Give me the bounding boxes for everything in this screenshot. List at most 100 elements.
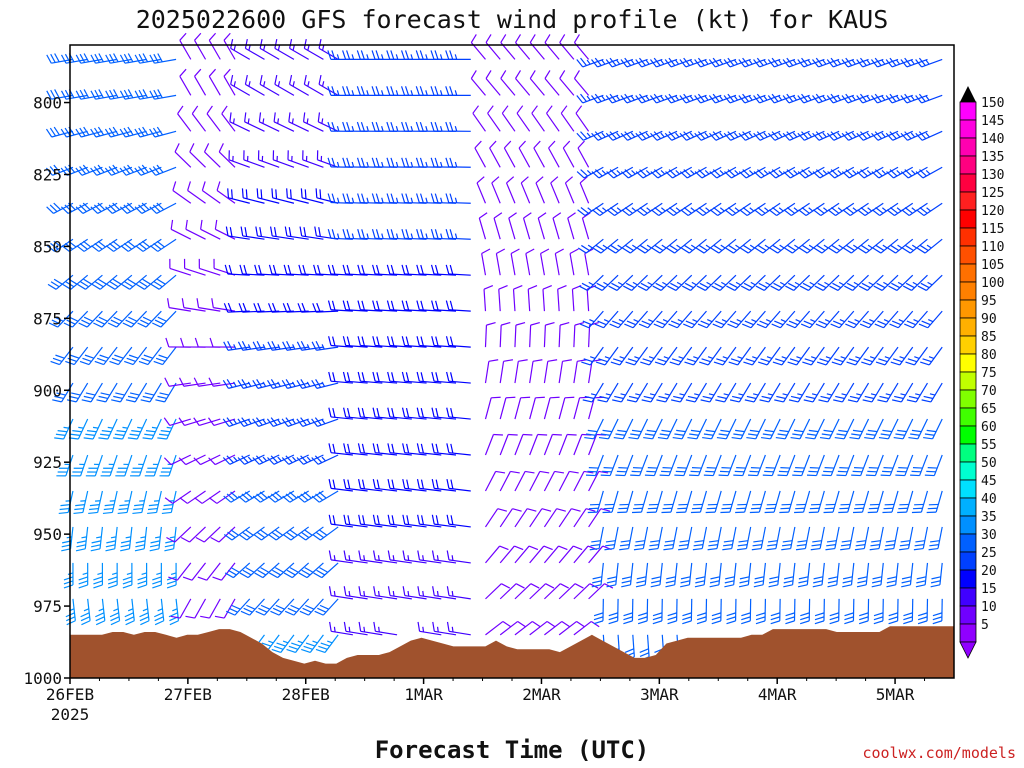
barb-feather: [544, 70, 551, 79]
barb-feather: [127, 89, 134, 99]
barb-feather: [256, 531, 266, 539]
barb-feather: [488, 359, 499, 362]
wind-barb: [518, 140, 531, 168]
barb-feather: [181, 298, 185, 308]
barb-half-feather: [587, 244, 593, 249]
barb-feather: [343, 407, 347, 418]
wind-barb: [591, 562, 604, 588]
barb-half-feather: [292, 45, 295, 51]
barb-feather: [328, 514, 332, 525]
wind-barb: [372, 336, 398, 348]
wind-barb: [223, 68, 236, 96]
barb-feather: [373, 586, 376, 596]
barb-feather: [415, 193, 420, 203]
wind-barb: [94, 346, 118, 366]
barb-feather: [244, 491, 253, 499]
barb-feather: [287, 607, 297, 613]
barb-feather: [109, 53, 115, 63]
barb-feather: [372, 407, 376, 418]
barb-feather: [127, 395, 138, 400]
wind-barb: [289, 38, 309, 60]
barb-feather: [152, 580, 162, 585]
barb-staff: [199, 267, 221, 276]
barb-feather: [501, 321, 511, 326]
barb-feather: [274, 491, 283, 499]
barb-feather: [573, 70, 580, 79]
barb-feather: [331, 50, 336, 60]
wind-barb: [514, 508, 537, 528]
wind-barb: [531, 105, 545, 132]
barb-feather: [624, 648, 635, 653]
barb-feather: [485, 70, 492, 79]
barb-feather: [605, 59, 613, 68]
barb-staff: [499, 545, 515, 564]
wind-barb: [170, 598, 192, 619]
barb-feather: [535, 176, 544, 184]
barb-feather: [303, 645, 313, 650]
wind-barb: [371, 229, 398, 240]
wind-barb: [489, 140, 501, 168]
barb-feather: [581, 282, 591, 289]
barb-feather: [119, 167, 127, 176]
barb-half-feather: [233, 45, 236, 51]
wind-barb: [208, 377, 236, 387]
barb-feather: [372, 443, 376, 453]
wind-barb: [284, 226, 309, 240]
barb-feather: [237, 380, 244, 389]
wind-barb: [198, 258, 221, 276]
barb-feather: [268, 303, 273, 313]
barb-staff: [485, 583, 502, 600]
barb-staff: [588, 361, 593, 384]
wind-barb: [543, 583, 569, 600]
barb-half-feather: [589, 356, 596, 360]
barb-half-feather: [233, 344, 237, 350]
wind-barb: [170, 219, 192, 240]
wind-barb: [401, 229, 427, 240]
colorbar-label: 130: [981, 168, 1004, 183]
barb-feather: [637, 620, 648, 625]
barb-feather: [506, 176, 515, 184]
barb-half-feather: [603, 281, 609, 286]
barb-half-feather: [410, 233, 414, 239]
barb-feather: [66, 399, 77, 403]
barb-staff: [574, 78, 590, 96]
wind-barb: [499, 433, 518, 456]
barb-feather: [591, 132, 599, 141]
wind-barb: [134, 164, 162, 176]
barb-staff: [529, 508, 543, 528]
barb-feather: [391, 407, 395, 418]
barb-feather: [435, 407, 439, 418]
barb-feather: [360, 157, 365, 168]
barb-feather: [223, 534, 233, 541]
barb-staff: [170, 228, 192, 240]
barb-feather: [301, 648, 311, 654]
wind-barb: [387, 478, 412, 492]
barb-feather: [46, 54, 52, 64]
wind-barb: [445, 229, 471, 240]
credit-link[interactable]: coolwx.com/models: [862, 744, 1016, 762]
barb-feather: [624, 131, 632, 140]
barb-feather: [420, 479, 424, 489]
wind-barb: [619, 526, 634, 551]
barb-feather: [83, 89, 90, 99]
wind-barb: [259, 38, 280, 60]
wind-barb: [91, 274, 118, 290]
barb-feather: [164, 548, 174, 552]
barb-feather: [332, 515, 336, 525]
barb-feather: [357, 336, 361, 346]
barb-half-feather: [366, 90, 369, 96]
wind-barb: [85, 454, 103, 477]
wind-barb: [139, 598, 150, 626]
barb-feather: [501, 583, 511, 589]
barb-staff: [544, 620, 563, 636]
wind-barb: [286, 634, 310, 654]
barb-feather: [386, 121, 391, 132]
barb-feather: [416, 336, 420, 346]
barb-staff: [223, 40, 236, 60]
barb-feather: [544, 34, 551, 43]
wind-barb: [558, 433, 577, 456]
barb-feather: [142, 89, 149, 99]
barb-feather: [591, 95, 598, 104]
wind-barb: [587, 490, 604, 514]
barb-feather: [416, 478, 421, 489]
